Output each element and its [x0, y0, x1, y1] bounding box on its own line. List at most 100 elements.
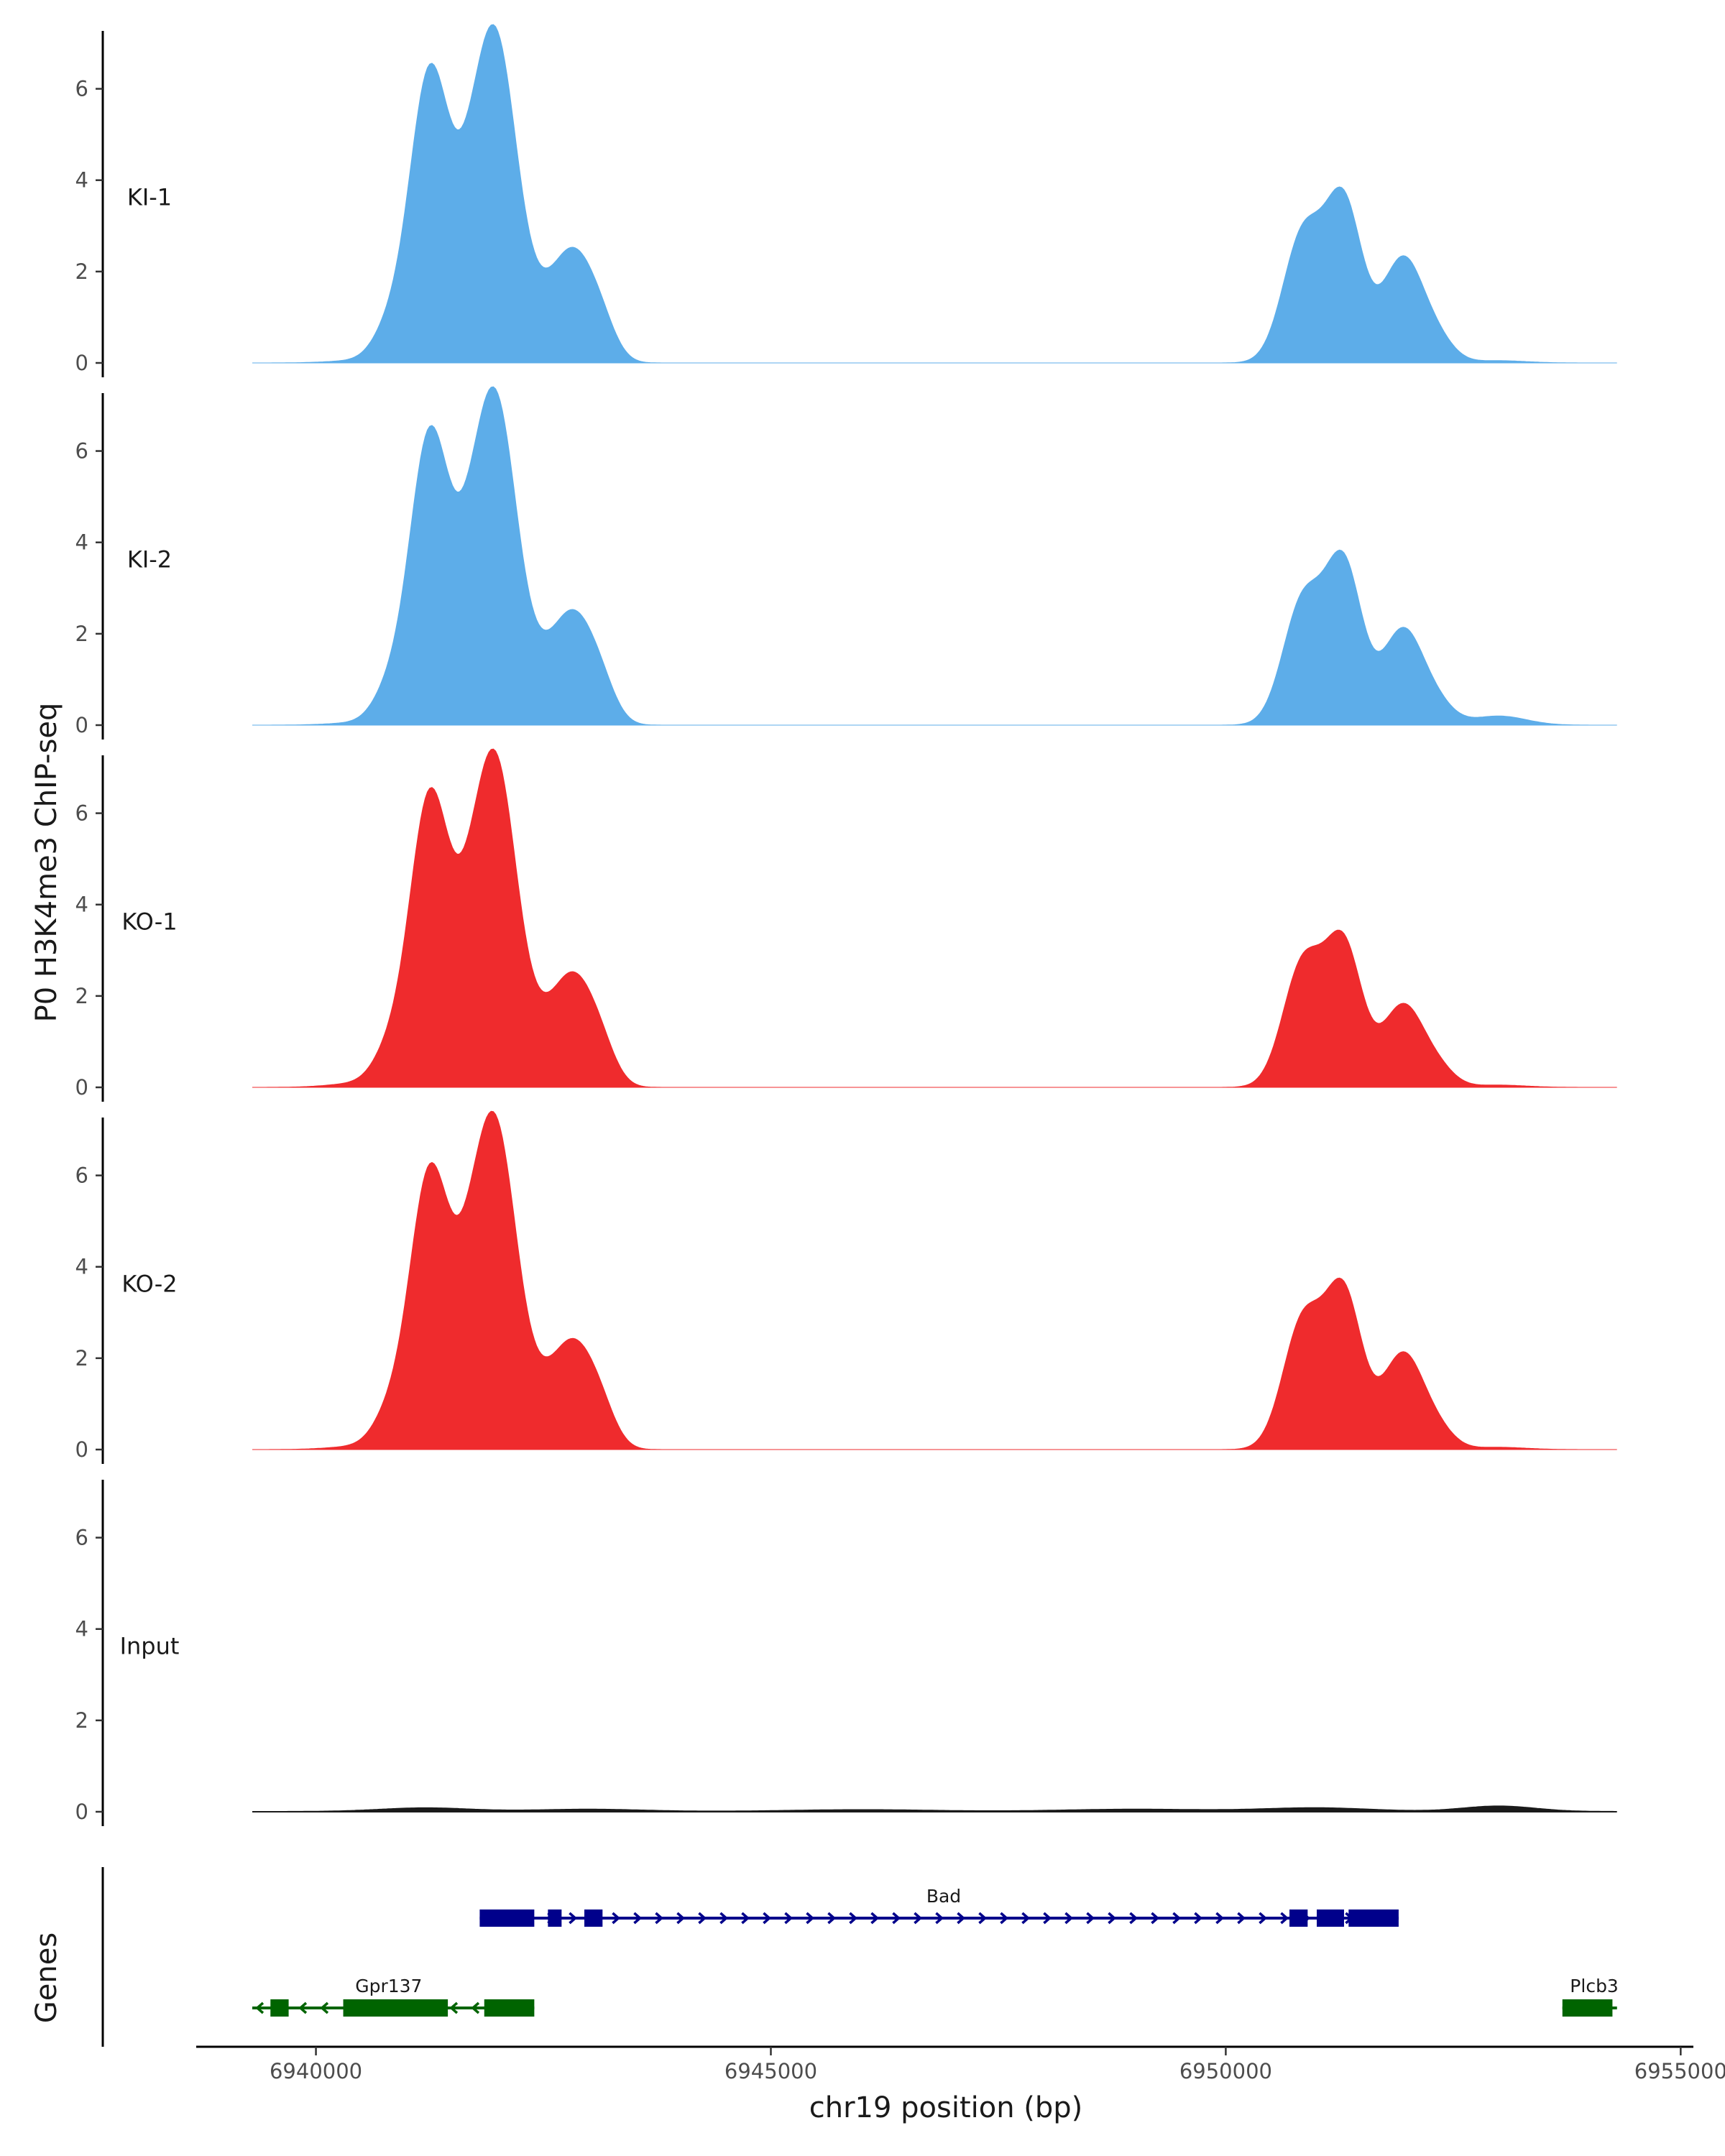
- y-tick-label: 6: [75, 801, 88, 826]
- strand-arrow: [763, 1912, 772, 1925]
- track-label: Input: [120, 1633, 180, 1660]
- gene-plcb3: Plcb3: [1562, 1976, 1619, 2017]
- y-tick-label: 2: [75, 622, 88, 646]
- gene-bad: Bad: [479, 1886, 1399, 1927]
- coverage-area-ki-1: [252, 24, 1617, 364]
- strand-arrow: [320, 2001, 329, 2014]
- strand-arrow: [827, 1912, 837, 1925]
- strand-arrow: [978, 1912, 988, 1925]
- y-axis-title: P0 H3K4me3 ChIP-seq: [30, 703, 63, 1023]
- strand-arrow: [892, 1912, 901, 1925]
- strand-arrow: [655, 1912, 664, 1925]
- y-tick-label: 6: [75, 439, 88, 464]
- strand-arrow: [471, 2001, 480, 2014]
- y-tick-label: 4: [75, 168, 88, 193]
- strand-arrow: [1021, 1912, 1031, 1925]
- y-tick-label: 0: [75, 713, 88, 737]
- y-tick-label: 0: [75, 1800, 88, 1824]
- strand-arrow: [914, 1912, 923, 1925]
- strand-arrow: [870, 1912, 880, 1925]
- strand-arrow: [1194, 1912, 1203, 1925]
- strand-arrow: [1000, 1912, 1009, 1925]
- track-input: 0 2 4 6 Input: [75, 1480, 1617, 1826]
- track-label: KO-2: [121, 1271, 177, 1298]
- y-tick-label: 2: [75, 984, 88, 1008]
- y-tick-label: 2: [75, 1708, 88, 1733]
- y-tick-label: 2: [75, 259, 88, 284]
- y-tick-label: 6: [75, 77, 88, 101]
- gene-exon: [343, 1999, 448, 2017]
- track-ki-2: 0 2 4 6 KI-2: [75, 386, 1617, 740]
- track-label: KO-1: [121, 908, 177, 936]
- gene-exon: [270, 1999, 289, 2017]
- gene-exon: [1317, 1909, 1344, 1927]
- coverage-area-input: [252, 1805, 1617, 1812]
- strand-arrow: [1172, 1912, 1182, 1925]
- coverage-area-ko-1: [252, 748, 1617, 1088]
- y-tick-label: 4: [75, 893, 88, 917]
- strand-arrow: [633, 1912, 643, 1925]
- gene-exon: [548, 1909, 562, 1927]
- gene-exon: [479, 1909, 535, 1927]
- y-tick-label: 0: [75, 351, 88, 375]
- strand-arrow: [298, 2001, 308, 2014]
- gene-label: Bad: [926, 1886, 961, 1907]
- coverage-tracks: 0 2 4 6 KI-1 0 2 4 6 KI-2 0 2 4 6 KO-1 0 2 4 6 KO-2 0 2 4 6 Inpu…: [75, 24, 1617, 1826]
- strand-arrow: [1259, 1912, 1268, 1925]
- x-tick-label: 6940000: [270, 2059, 362, 2083]
- strand-arrow: [784, 1912, 794, 1925]
- strand-arrow: [698, 1912, 707, 1925]
- strand-arrow: [449, 2001, 459, 2014]
- strand-arrow: [935, 1912, 944, 1925]
- y-tick-label: 4: [75, 1255, 88, 1279]
- y-tick-label: 0: [75, 1075, 88, 1100]
- track-ki-1: 0 2 4 6 KI-1: [75, 24, 1617, 377]
- strand-arrow: [1237, 1912, 1246, 1925]
- y-tick-label: 6: [75, 1526, 88, 1550]
- strand-arrow: [1129, 1912, 1138, 1925]
- strand-arrow: [719, 1912, 729, 1925]
- strand-arrow: [1108, 1912, 1117, 1925]
- strand-arrow: [741, 1912, 750, 1925]
- y-tick-label: 6: [75, 1164, 88, 1188]
- x-axis-title: chr19 position (bp): [809, 2091, 1083, 2124]
- coverage-area-ko-2: [252, 1110, 1617, 1450]
- track-ko-2: 0 2 4 6 KO-2: [75, 1110, 1617, 1464]
- gene-exon: [484, 1999, 535, 2017]
- x-tick-label: 6945000: [724, 2059, 817, 2083]
- strand-arrow: [612, 1912, 621, 1925]
- y-tick-label: 2: [75, 1346, 88, 1370]
- strand-arrow: [1043, 1912, 1052, 1925]
- strand-arrow: [1086, 1912, 1095, 1925]
- y-tick-label: 4: [75, 530, 88, 555]
- strand-arrow: [1215, 1912, 1225, 1925]
- y-tick-label: 4: [75, 1617, 88, 1641]
- strand-arrow: [957, 1912, 966, 1925]
- y-tick-label: 0: [75, 1437, 88, 1462]
- gene-exon: [1348, 1909, 1399, 1927]
- coverage-area-ki-2: [252, 386, 1617, 726]
- gene-annotation-panel: 6940000 6945000 6950000 6955000 Bad Gpr137 Plc…: [101, 1867, 1725, 2083]
- gene-exon: [1562, 1999, 1613, 2017]
- strand-arrow: [1064, 1912, 1074, 1925]
- strand-arrow: [1280, 1912, 1289, 1925]
- strand-arrow: [806, 1912, 815, 1925]
- gene-label: Plcb3: [1570, 1976, 1619, 1996]
- gene-label: Gpr137: [355, 1976, 422, 1996]
- strand-arrow: [255, 2001, 264, 2014]
- track-label: KI-1: [127, 184, 172, 211]
- strand-arrow: [676, 1912, 686, 1925]
- strand-arrow: [569, 1912, 578, 1925]
- track-ko-1: 0 2 4 6 KO-1: [75, 748, 1617, 1102]
- strand-arrow: [1151, 1912, 1160, 1925]
- strand-arrow: [849, 1912, 858, 1925]
- x-tick-label: 6950000: [1179, 2059, 1272, 2083]
- x-tick-label: 6955000: [1634, 2059, 1725, 2083]
- genes-axis-title: Genes: [30, 1932, 63, 2023]
- gene-exon: [1289, 1909, 1308, 1927]
- gene-gpr137: Gpr137: [252, 1976, 535, 2017]
- gene-exon: [584, 1909, 603, 1927]
- track-label: KI-2: [127, 546, 172, 573]
